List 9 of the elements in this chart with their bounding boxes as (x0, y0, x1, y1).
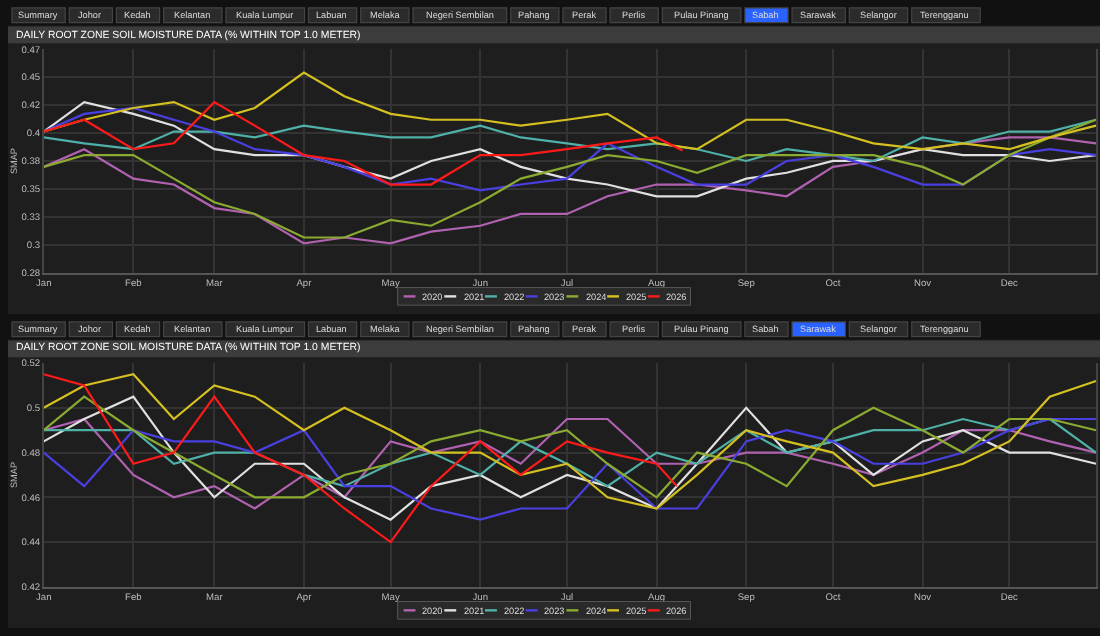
line-series (43, 373, 678, 544)
line-series (43, 118, 1097, 239)
line-series (43, 101, 684, 186)
line-series (43, 118, 1097, 163)
line-series (43, 373, 1097, 510)
line-series (43, 395, 1097, 521)
line-series (43, 417, 1097, 488)
line-series (43, 136, 1097, 245)
line-series (43, 395, 1097, 499)
